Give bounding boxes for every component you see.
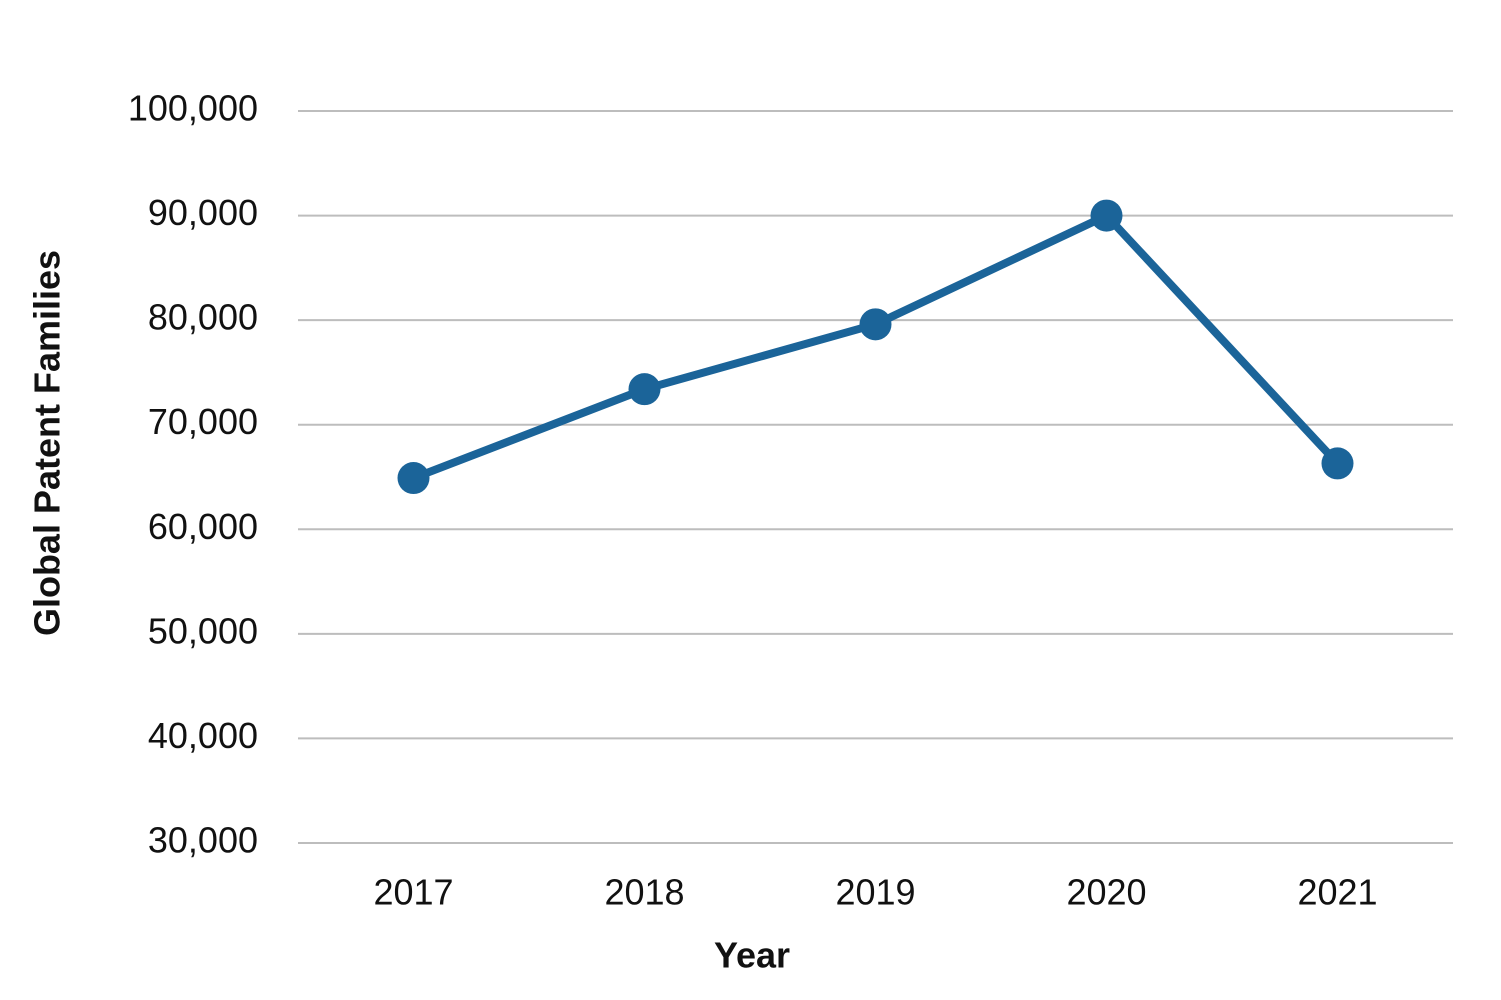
y-axis-title: Global Patent Families [27, 250, 68, 636]
x-tick-label: 2018 [604, 872, 684, 913]
x-tick-label: 2017 [373, 872, 453, 913]
y-tick-label: 100,000 [128, 88, 258, 129]
y-tick-label: 40,000 [148, 715, 258, 756]
x-tick-label: 2020 [1066, 872, 1146, 913]
data-point [1091, 200, 1123, 232]
x-tick-label: 2019 [835, 872, 915, 913]
y-tick-label: 80,000 [148, 297, 258, 338]
data-point [629, 373, 661, 405]
y-tick-label: 50,000 [148, 610, 258, 651]
data-point [860, 308, 892, 340]
y-tick-label: 30,000 [148, 820, 258, 861]
series-line [414, 216, 1338, 478]
data-point [1322, 447, 1354, 479]
x-axis-title: Year [714, 935, 790, 976]
y-tick-label: 70,000 [148, 401, 258, 442]
data-point [398, 462, 430, 494]
page: Year Global Patent Families 30,000 40,000… [0, 0, 1501, 1000]
chart: Year Global Patent Families 30,000 40,000… [0, 0, 1501, 1000]
x-tick-label: 2021 [1297, 872, 1377, 913]
y-tick-label: 90,000 [148, 192, 258, 233]
y-tick-label: 60,000 [148, 506, 258, 547]
